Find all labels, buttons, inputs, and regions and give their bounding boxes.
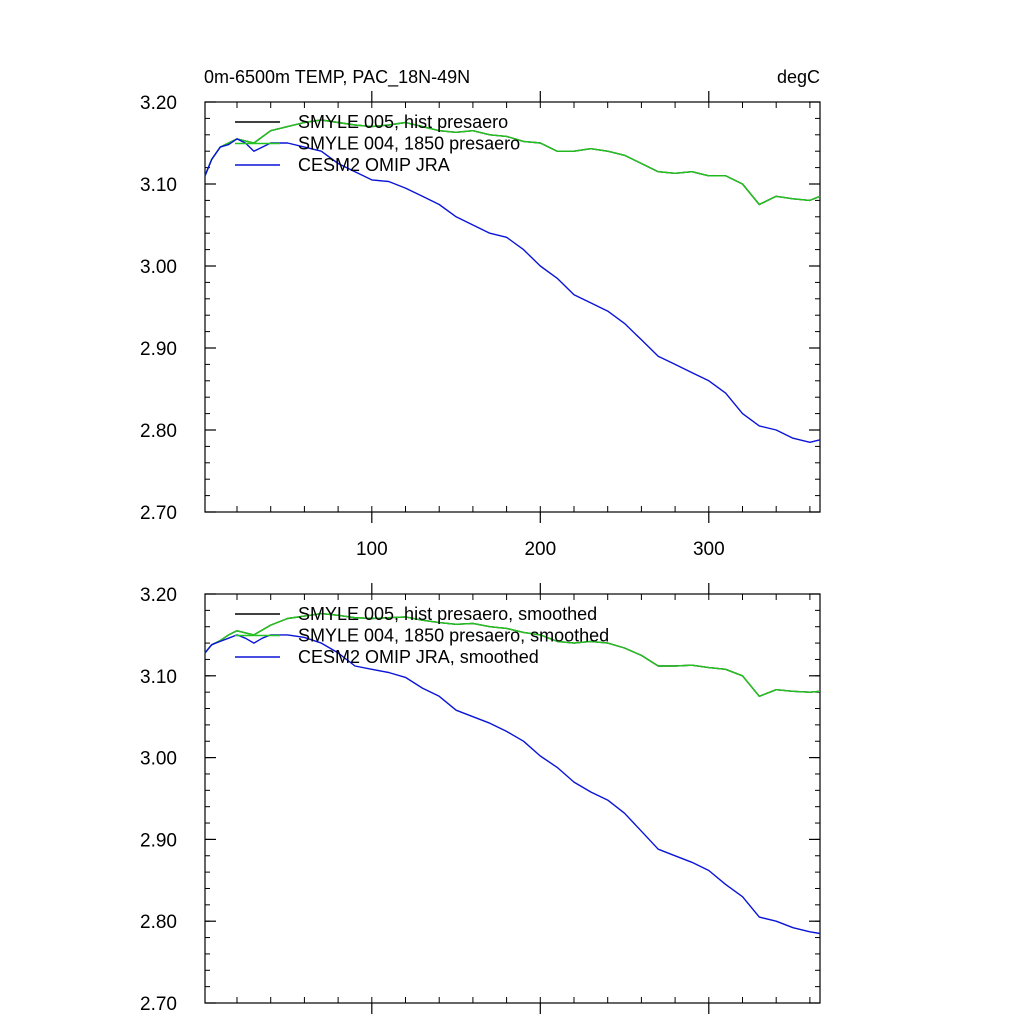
y-tick-label: 3.00	[140, 257, 177, 278]
legend-label: CESM2 OMIP JRA	[298, 155, 450, 175]
plot-frame	[204, 593, 821, 1004]
y-tick-label: 2.80	[140, 912, 177, 933]
y-tick-label: 3.00	[140, 749, 177, 770]
x-tick-label: 300	[693, 539, 725, 560]
series-line-2	[204, 119, 821, 206]
series-line-3	[204, 634, 821, 935]
bottom-panel: 2.70 2.80 2.90 3.00 3.10 3.20 SMYLE 005, hist …	[140, 583, 821, 1015]
y-tick-label: 2.90	[140, 339, 177, 360]
legend-label: SMYLE 005, hist presaero	[298, 112, 508, 132]
legend-label: SMYLE 005, hist presaero, smoothed	[298, 604, 597, 624]
x-tick-label: 100	[356, 539, 388, 560]
y-tick-label: 3.20	[140, 585, 177, 606]
y-tick-label: 2.70	[140, 503, 177, 524]
series-line-3	[204, 138, 821, 443]
chart-title: 0m-6500m TEMP, PAC_18N-49N	[204, 67, 470, 88]
y-tick-label: 3.10	[140, 175, 177, 196]
legend-label: SMYLE 004, 1850 presaero, smoothed	[298, 626, 609, 646]
y-tick-label: 2.90	[140, 830, 177, 851]
legend-label: SMYLE 004, 1850 presaero	[298, 134, 520, 154]
series-line-2	[204, 612, 821, 697]
plot-frame	[204, 101, 821, 513]
y-tick-label: 3.20	[140, 93, 177, 114]
y-tick-label: 2.70	[140, 994, 177, 1015]
chart-units: degC	[777, 67, 820, 87]
x-tick-label: 200	[524, 539, 556, 560]
legend-label: CESM2 OMIP JRA, smoothed	[298, 647, 539, 667]
top-panel: 0m-6500m TEMP, PAC_18N-49N degC 2.70 2.80…	[140, 67, 821, 560]
y-tick-label: 3.10	[140, 667, 177, 688]
y-tick-label: 2.80	[140, 421, 177, 442]
